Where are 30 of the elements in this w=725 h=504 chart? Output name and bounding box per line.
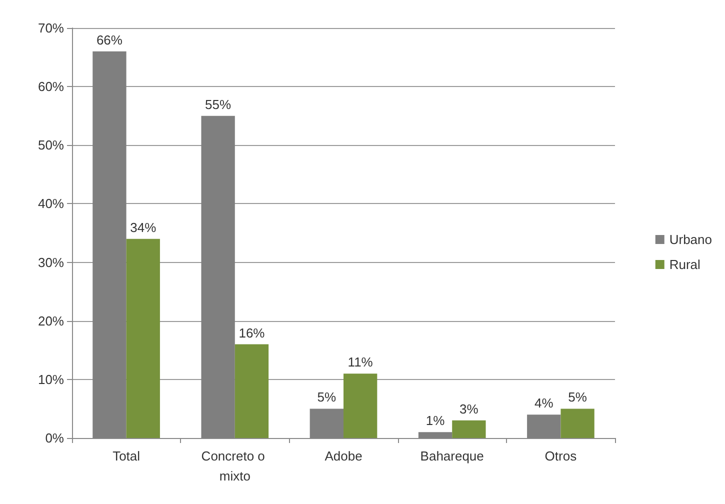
y-tick-label: 70% (38, 20, 64, 36)
legend-label: Rural (669, 257, 701, 272)
x-tick-label: Adobe (324, 448, 362, 464)
y-tick-label: 50% (38, 138, 64, 153)
x-tick-label: Concreto o mixto (201, 448, 268, 484)
y-tick-label: 20% (38, 313, 64, 328)
data-label: 4% (534, 396, 554, 411)
data-label: 11% (348, 354, 374, 370)
data-label: 16% (238, 325, 266, 340)
x-tick-label: Bahareque (420, 448, 484, 464)
bar (560, 408, 594, 438)
data-label: 34% (130, 220, 157, 235)
bar (452, 420, 486, 438)
y-tick-label: 0% (45, 430, 64, 446)
data-label: 1% (426, 413, 446, 428)
x-tick-label: Otros (544, 448, 578, 464)
y-tick-label: 60% (38, 79, 64, 94)
y-tick-label: 30% (38, 254, 64, 270)
x-tick-label: Total (112, 448, 140, 464)
y-tick-label: 10% (38, 372, 64, 387)
bar (234, 344, 269, 438)
legend-label: Urbano (669, 232, 712, 247)
data-label: 3% (460, 401, 479, 416)
bar (126, 238, 160, 438)
bar (344, 374, 378, 438)
data-label: 55% (205, 96, 232, 112)
data-label: 5% (317, 390, 336, 405)
data-label: 66% (96, 32, 123, 48)
y-tick-label: 40% (38, 196, 64, 212)
data-label: 5% (568, 390, 588, 405)
